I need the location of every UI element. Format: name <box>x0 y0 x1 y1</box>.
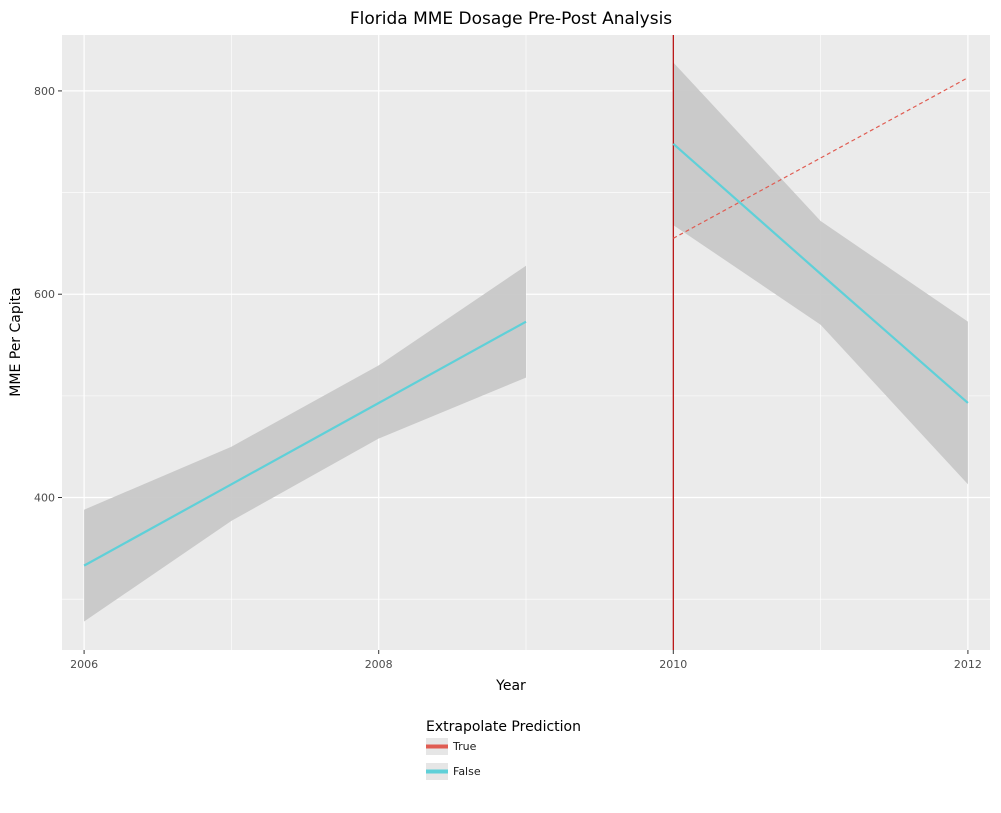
series-line-pre <box>83 320 527 567</box>
legend-entry-true: True <box>426 738 477 755</box>
axes: 2006 2008 2010 2012 400 600 800 <box>34 85 982 671</box>
x-tick-label: 2006 <box>70 658 98 671</box>
legend-label-true: True <box>452 740 477 753</box>
series-line-post <box>672 142 969 404</box>
y-axis-label: MME Per Capita <box>8 287 24 396</box>
series-lines <box>83 35 969 650</box>
legend-label-false: False <box>453 765 481 778</box>
y-tick-label: 800 <box>34 85 55 98</box>
legend-title: Extrapolate Prediction <box>426 719 581 735</box>
x-tick-label: 2012 <box>954 658 982 671</box>
y-tick-label: 400 <box>34 492 55 505</box>
legend-entry-false: False <box>426 763 481 780</box>
chart-title: Florida MME Dosage Pre-Post Analysis <box>350 9 672 29</box>
y-tick-label: 600 <box>34 288 55 301</box>
legend: Extrapolate Prediction True False <box>426 719 581 780</box>
x-tick-label: 2008 <box>365 658 393 671</box>
x-tick-label: 2010 <box>659 658 687 671</box>
x-axis-label: Year <box>495 678 526 694</box>
